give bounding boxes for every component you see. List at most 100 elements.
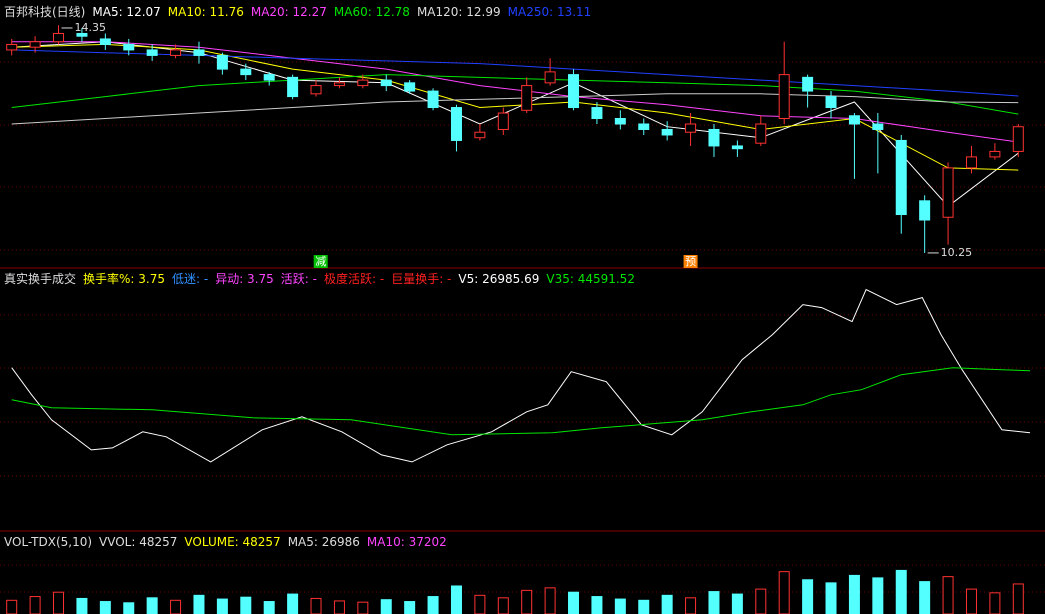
candle-body <box>591 107 603 120</box>
candle-body <box>310 85 322 95</box>
volume-bar <box>193 594 205 614</box>
volume-bar <box>29 596 41 614</box>
candle-body <box>29 41 41 48</box>
header-item: VOLUME: 48257 <box>184 535 281 549</box>
candle-body <box>193 49 205 56</box>
header-item: VOL-TDX(5,10) <box>4 535 93 549</box>
volume-bar <box>521 589 533 614</box>
signal-label: 减 <box>315 255 326 268</box>
candle-body <box>755 123 767 144</box>
volume-header: VOL-TDX(5,10) VVOL: 48257 VOLUME: 48257 MA5… <box>4 535 454 549</box>
candle-body <box>263 74 275 81</box>
price-header: 百邦科技(日线) MA5: 12.07 MA10: 11.76 MA20: 12.27… <box>4 5 598 19</box>
candle-body <box>123 43 135 51</box>
volume-bar <box>568 591 580 614</box>
volume-bar <box>380 599 392 614</box>
turnover-line <box>11 367 1031 436</box>
volume-bar <box>544 587 556 614</box>
volume-bar <box>497 597 509 614</box>
header-item: VVOL: 48257 <box>99 535 178 549</box>
candle-body <box>942 167 954 218</box>
candle-body <box>989 150 1001 158</box>
candle-body <box>825 96 837 109</box>
volume-bar <box>404 601 416 614</box>
volume-bar <box>638 599 650 614</box>
header-item: V35: 44591.52 <box>546 272 635 286</box>
candle-body <box>848 115 860 125</box>
candle-body <box>53 32 65 43</box>
candle-body <box>544 71 556 84</box>
volume-bar <box>170 599 182 614</box>
signal-label: 预 <box>685 255 696 268</box>
ma-line <box>11 41 1019 143</box>
volume-bar <box>708 591 720 614</box>
candle-body <box>99 38 111 45</box>
volume-bar <box>1012 583 1024 614</box>
header-item: MA250: 13.11 <box>507 5 592 19</box>
candle-body <box>802 76 814 92</box>
volume-bar <box>778 571 790 614</box>
candle-body <box>685 123 697 133</box>
header-item: V5: 26985.69 <box>458 272 540 286</box>
candle-body <box>287 76 299 98</box>
signal-box <box>683 255 698 268</box>
volume-bar <box>919 581 931 614</box>
candle-body <box>521 85 533 111</box>
volume-bar <box>731 593 743 614</box>
volume-bar <box>53 591 65 614</box>
candle-body <box>427 90 439 109</box>
candle-body <box>240 68 252 76</box>
candle-body <box>474 131 486 139</box>
volume-bar <box>123 602 135 614</box>
header-item: 极度活跃: - <box>323 272 385 286</box>
candle-body <box>661 128 673 136</box>
volume-bar <box>6 599 18 614</box>
annotation-label: 10.25 <box>941 246 973 259</box>
header-item: 百邦科技(日线) <box>4 5 86 19</box>
volume-bar <box>310 597 322 614</box>
candle-body <box>778 74 790 120</box>
annotation-label: 14.35 <box>75 21 107 34</box>
turnover-header: 真实换手成交 换手率%: 3.75 低迷: - 异动: 3.75 活跃: - 极度活跃: … <box>4 272 642 286</box>
ma-line <box>11 43 1019 171</box>
header-item: MA20: 12.27 <box>250 5 327 19</box>
header-item: MA60: 12.78 <box>333 5 410 19</box>
candle-body <box>450 107 462 141</box>
header-item: 异动: 3.75 <box>215 272 274 286</box>
candle-body <box>568 74 580 109</box>
volume-bar <box>872 577 884 614</box>
candle-body <box>357 79 369 87</box>
candle-body <box>170 49 182 56</box>
header-item: 巨量换手: - <box>391 272 452 286</box>
volume-bar <box>146 597 158 614</box>
signal-box <box>313 255 328 268</box>
header-item: 低迷: - <box>172 272 209 286</box>
volume-bar <box>240 596 252 614</box>
header-item: MA5: 26986 <box>287 535 360 549</box>
candle-body <box>614 118 626 125</box>
candle-body <box>6 43 18 51</box>
header-item: 换手率%: 3.75 <box>83 272 165 286</box>
header-item: MA120: 12.99 <box>416 5 501 19</box>
volume-bar <box>333 600 345 614</box>
candle-body <box>872 123 884 130</box>
candle-body <box>895 139 907 216</box>
candle-body <box>497 112 509 130</box>
header-item: MA10: 37202 <box>366 535 447 549</box>
candle-body <box>333 82 345 87</box>
grid <box>0 61 1045 593</box>
volume-bar <box>287 593 299 614</box>
volume-bar <box>614 598 626 614</box>
header-item: MA10: 11.76 <box>167 5 244 19</box>
volume-bar <box>474 594 486 614</box>
volume-bar <box>895 569 907 614</box>
volume-bar <box>989 592 1001 614</box>
candle-body <box>731 145 743 150</box>
volume-bar <box>591 596 603 614</box>
volume-bar <box>357 601 369 614</box>
volume-bar <box>965 588 977 614</box>
candle-body <box>638 123 650 130</box>
volume-bar <box>942 576 954 614</box>
header-item: 真实换手成交 <box>4 272 77 286</box>
